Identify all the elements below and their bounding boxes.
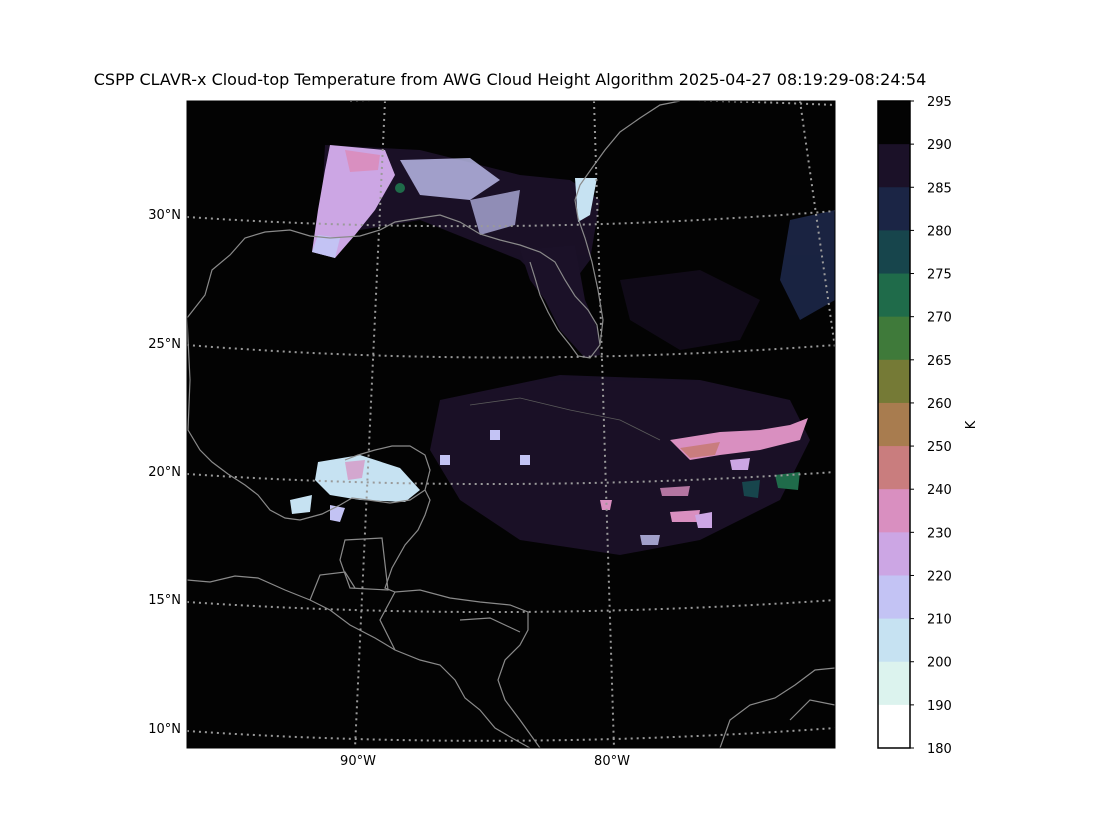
lon-label-90w: 90°W [340,754,376,769]
colorbar-tick-label: 270 [927,311,952,326]
colorbar-tick-label: 220 [927,569,952,584]
lon-label-80w: 80°W [594,754,630,769]
lat-label-10: 10°N [148,722,181,737]
colorbar-unit-label: K [964,420,979,429]
colorbar-tick-label: 295 [927,95,952,110]
lat-label-30: 30°N [148,208,181,223]
colorbar-segment [878,273,910,318]
colorbar-segment [878,489,910,533]
lat-label-20: 20°N [148,465,181,480]
colorbar-segment [878,402,910,447]
colorbar-tick-label: 240 [927,483,952,498]
colorbar-segment [878,101,910,145]
colorbar-tick-label: 250 [927,440,952,455]
colorbar-segment [878,144,910,188]
colorbar-tick-label: 285 [927,181,952,196]
colorbar-segment [878,316,910,361]
colorbar-segment [878,187,910,231]
colorbar-segment [878,704,910,749]
lat-label-25: 25°N [148,337,181,352]
colorbar-segment [878,230,910,275]
colorbar-segment [878,359,910,404]
cloud-cold-north [312,145,597,258]
colorbar-segment [878,618,910,663]
longitude-labels: 90°W 80°W [340,754,630,769]
colorbar-tick-label: 190 [927,699,952,714]
colorbar-segment [878,661,910,706]
colorbar-frame [877,100,911,749]
florida-cloud [520,245,600,358]
colorbar-tick-label: 265 [927,354,952,369]
colorbar-tick-label: 200 [927,656,952,671]
colorbar-tick-label: 260 [927,397,952,412]
colorbar-segment [878,532,910,576]
colorbar-tick-label: 290 [927,138,952,153]
map-title: CSPP CLAVR-x Cloud-top Temperature from … [93,70,927,89]
map-panel [186,100,836,749]
colorbar-segment [878,446,910,490]
map-frame [186,100,836,749]
colorbar-tick-label: 275 [927,268,952,283]
colorbar-tick-label: 280 [927,224,952,239]
cloud-cold-caribbean [440,418,808,545]
colorbar-tick-label: 230 [927,526,952,541]
colorbar-tick-label: 210 [927,613,952,628]
graticule [187,101,835,748]
colorbar-tick-label: 180 [927,742,952,757]
colorbar-segment [878,575,910,620]
colorbar: 295 290 285 280 275 270 265 260 250 240 230 220 210 2… [877,95,952,757]
lat-label-15: 15°N [148,593,181,608]
coastlines [187,101,835,748]
cloud-cold-yucatan [290,455,420,522]
latitude-labels: 30°N 25°N 20°N 15°N 10°N [148,208,181,737]
